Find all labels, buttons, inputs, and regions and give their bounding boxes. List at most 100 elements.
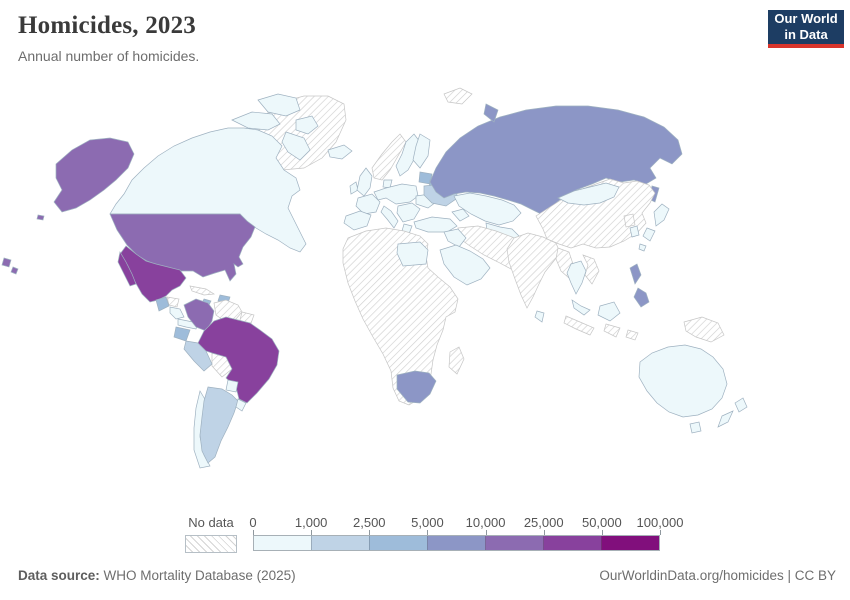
country-japan[interactable] [642,227,656,242]
country-malaysia[interactable] [571,299,591,316]
country-sweden[interactable] [395,133,421,177]
country-thailand[interactable] [566,260,587,295]
legend-tick-mark [253,530,254,535]
country-philippines[interactable] [629,263,642,285]
country-finland[interactable] [412,133,431,169]
country-australia[interactable] [638,344,728,418]
country-usa[interactable] [1,257,12,268]
legend-tick-label: 2,500 [353,515,386,530]
owid-logo[interactable]: Our World in Data [768,10,844,48]
legend-bin-2,500-5,000[interactable] [369,536,427,550]
country-mongolia[interactable] [557,182,620,206]
country-japan[interactable] [653,203,670,227]
legend-tick-label: 0 [249,515,257,530]
country-north-korea[interactable] [623,213,636,228]
country-south-africa[interactable] [396,370,437,404]
country-africa[interactable] [342,227,459,406]
country-italy[interactable] [380,205,399,229]
legend-bin-1,000-2,500[interactable] [311,536,369,550]
country-india[interactable] [506,232,561,309]
country-norway[interactable] [371,133,407,181]
legend-color-bar [253,535,660,551]
country-usa[interactable] [53,137,135,213]
country-indonesia[interactable] [625,329,639,341]
legend-tick-mark [543,530,545,535]
legend-tick-mark [660,530,661,535]
country-philippines[interactable] [633,287,650,308]
country-borneo[interactable] [597,301,621,322]
country-novaya-zemlya[interactable] [483,103,499,123]
country-paraguay[interactable] [225,379,239,393]
legend-tick-label: 100,000 [636,515,684,530]
legend-bin-25,000-50,000[interactable] [543,536,601,550]
legend-bin-5,000-10,000[interactable] [427,536,485,550]
data-source-value: WHO Mortality Database (2025) [99,568,296,583]
legend-tick-label: 5,000 [411,515,444,530]
country-canada[interactable] [257,93,301,117]
country-canada[interactable] [231,111,281,131]
country-iraq-syria[interactable] [443,228,467,248]
country-brazil[interactable] [197,316,280,404]
country-south-korea[interactable] [629,225,640,238]
country-tasmania[interactable] [689,421,702,434]
country-ireland[interactable] [349,181,359,195]
country-france[interactable] [355,193,381,215]
country-uruguay[interactable] [235,398,247,412]
country-madagascar[interactable] [448,346,465,375]
country-egypt[interactable] [396,241,429,267]
no-data-swatch[interactable] [185,535,237,553]
country-kazakhstan[interactable] [453,192,522,226]
country-usa[interactable] [36,214,45,221]
country-canada[interactable] [281,131,311,161]
country-new-zealand[interactable] [734,397,748,413]
country-arabia[interactable] [439,244,491,286]
country-nicaragua[interactable] [169,306,185,320]
chart-header: Homicides, 2023 Annual number of homicid… [18,12,199,64]
country-iceland[interactable] [327,144,353,160]
attribution-link[interactable]: OurWorldinData.org/homicides | CC BY [599,568,836,583]
country-colombia[interactable] [183,298,215,332]
page-title: Homicides, 2023 [18,12,196,39]
country-sri-lanka[interactable] [534,310,545,323]
country-new-guinea[interactable] [683,316,725,343]
legend-tick-mark [427,530,429,535]
country-vietnam[interactable] [582,254,600,285]
country-uk[interactable] [356,167,373,197]
data-source-label: Data source: [18,568,100,583]
country-new-zealand[interactable] [717,410,734,428]
country-iberia[interactable] [343,210,372,231]
country-japan[interactable] [638,243,647,252]
map-legend: No data 0 1,000 2,500 5,000 10,000 25,000 50,0… [0,514,850,558]
country-central-europe[interactable] [373,183,419,205]
country-turkey[interactable] [413,216,458,233]
country-cuba[interactable] [189,285,216,296]
country-china[interactable] [535,178,656,249]
owid-logo-line1: Our World [774,10,838,26]
legend-tick-label: 1,000 [294,515,328,530]
legend-tick-mark [601,530,603,535]
country-canada[interactable] [295,115,319,135]
country-usa[interactable] [10,266,19,275]
country-honduras[interactable] [166,296,180,308]
country-mexico[interactable] [117,251,137,287]
chart-footer: Data source: WHO Mortality Database (202… [18,568,836,583]
country-balkans[interactable] [396,202,421,223]
legend-bin-50,000-100,000[interactable] [601,536,659,550]
country-svalbard[interactable] [443,87,473,105]
country-ecuador[interactable] [173,326,191,342]
country-costa-rica-panama[interactable] [177,318,199,330]
country-indonesia[interactable] [603,323,621,338]
country-guatemala[interactable] [155,296,170,312]
country-canada[interactable] [109,127,307,253]
country-argentina[interactable] [199,386,239,464]
legend-bin-0-1,000[interactable] [254,536,311,550]
country-venezuela[interactable] [213,299,243,323]
country-usa[interactable] [109,213,256,282]
country-indonesia[interactable] [563,315,595,336]
legend-tick-mark [311,530,313,535]
owid-logo-line2: in Data [784,27,828,42]
country-caucasus[interactable] [451,208,470,222]
no-data-label: No data [188,515,234,530]
legend-bin-10,000-25,000[interactable] [485,536,543,550]
